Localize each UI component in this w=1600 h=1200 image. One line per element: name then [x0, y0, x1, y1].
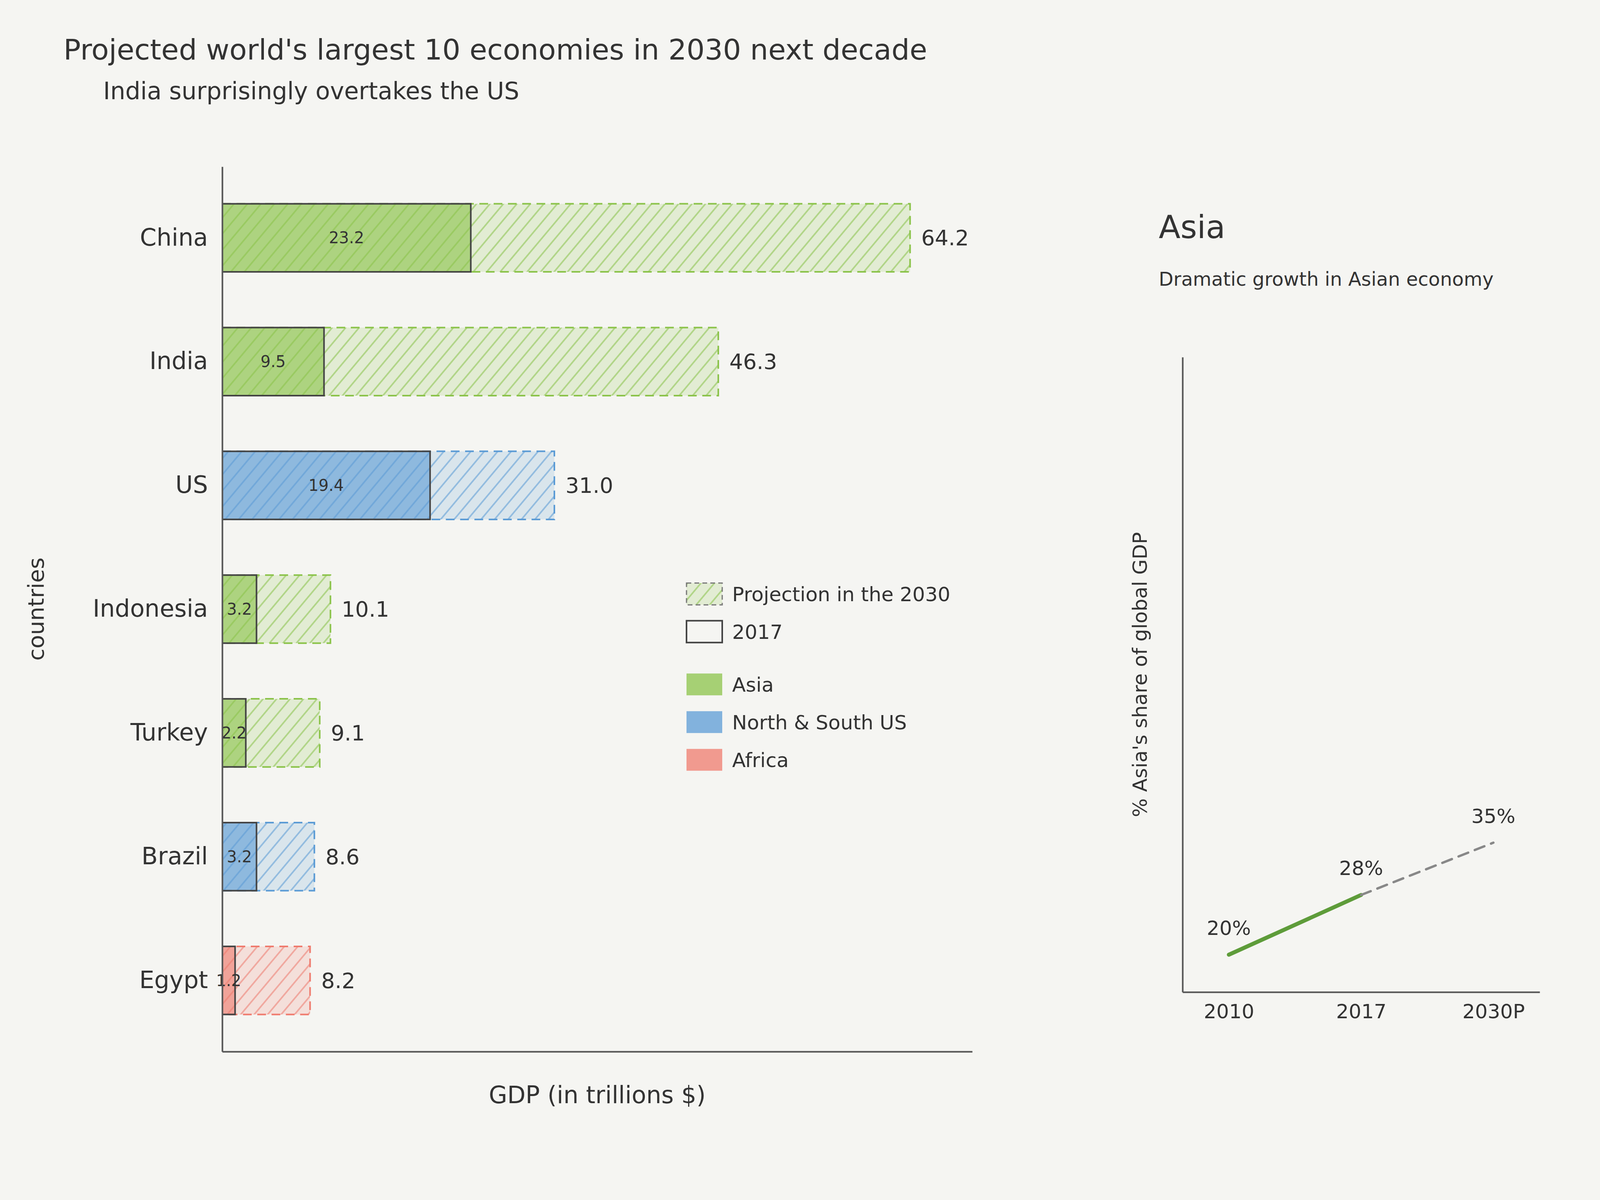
data-label: 28%	[1338, 856, 1383, 880]
y-tick-label: Egypt	[139, 965, 208, 994]
y-tick: Brazil	[141, 842, 223, 870]
bars	[222, 203, 910, 1015]
x-axis-line	[1182, 991, 1541, 994]
legend-swatch	[686, 748, 723, 771]
y-axis-title: countries	[23, 557, 49, 661]
y-tick: India	[149, 346, 223, 375]
x-axis-title: GDP (in trillions $)	[488, 1080, 706, 1109]
data-label: 9.1	[330, 720, 366, 746]
data-label: 8.6	[325, 844, 360, 870]
x-axis: 2010 2017 2030P	[1182, 992, 1541, 1024]
legend-label: 2017	[732, 620, 783, 644]
projection-bar	[222, 575, 331, 644]
x-tick-label: 2017	[1336, 1000, 1387, 1024]
legend-swatch	[686, 582, 723, 605]
y-tick: US	[175, 470, 223, 499]
bar	[222, 451, 431, 520]
data-label: 8.2	[321, 968, 356, 994]
chart-root: Projected world's largest 10 economies i…	[0, 0, 1600, 1200]
background	[0, 0, 1600, 1200]
data-label: 3.2	[226, 600, 252, 619]
y-tick: Indonesia	[92, 594, 223, 623]
bar	[222, 822, 257, 891]
data-label: 31.0	[565, 473, 614, 499]
projection-bar	[222, 203, 910, 273]
data-label: 3.2	[226, 847, 252, 866]
projection-bar	[222, 822, 315, 891]
legend-label: North & South US	[732, 711, 907, 735]
data-label: 35%	[1471, 804, 1516, 828]
legend-swatch	[686, 673, 723, 696]
y-axis-title: % Asia's share of global GDP	[1128, 532, 1152, 818]
x-axis-line	[222, 1051, 973, 1053]
data-label: 64.2	[921, 225, 969, 251]
legend-label: Projection in the 2030	[732, 582, 951, 606]
x-tick-label: 2010	[1203, 1000, 1255, 1024]
bar	[222, 327, 325, 396]
x-tick: 2010	[1203, 992, 1255, 1024]
x-axis	[222, 1051, 973, 1052]
y-tick-label: US	[175, 470, 208, 499]
x-tick: 2017	[1336, 992, 1387, 1024]
y-tick: Egypt	[139, 965, 223, 994]
lines	[1228, 842, 1494, 955]
data-label: 9.5	[260, 352, 286, 371]
x-tick: 2030P	[1462, 992, 1525, 1024]
data-label: 2.2	[221, 723, 247, 743]
y-axis-line	[221, 167, 224, 1052]
projection-bar	[222, 451, 555, 520]
data-label: 10.1	[341, 596, 390, 622]
subtitle: India surprisingly overtakes the US	[103, 76, 520, 105]
chart-svg: Projected world's largest 10 economies i…	[0, 0, 1600, 1200]
y-axis-line	[1182, 357, 1184, 993]
data-label: 1.2	[215, 971, 242, 990]
y-tick-label: India	[149, 346, 208, 375]
bar	[222, 575, 257, 644]
y-tick-label: Turkey	[130, 718, 208, 747]
legend-swatch	[686, 711, 723, 733]
legend-swatch	[686, 620, 723, 643]
data-label: 46.3	[729, 349, 777, 375]
title: Asia	[1158, 208, 1226, 246]
data-label: 20%	[1206, 916, 1251, 940]
y-tick: Turkey	[130, 718, 223, 747]
legend-label: Asia	[732, 673, 774, 697]
title: Projected world's largest 10 economies i…	[63, 32, 927, 67]
subtitle: Dramatic growth in Asian economy	[1158, 267, 1494, 291]
y-axis: China India US Indonesia Turkey Brazil Egypt	[92, 167, 223, 1052]
bar	[222, 203, 471, 273]
legend: Projection in the 2030 2017 Asia North & So…	[686, 582, 951, 772]
legend-label: Africa	[732, 748, 789, 772]
y-tick-label: China	[140, 223, 208, 252]
y-tick: China	[140, 223, 223, 252]
data-label: 23.2	[328, 228, 365, 247]
projection-bar	[222, 327, 719, 396]
y-tick-label: Brazil	[141, 842, 208, 870]
y-tick-label: Indonesia	[92, 594, 208, 623]
data-label: 19.4	[308, 476, 344, 495]
x-tick-label: 2030P	[1462, 1000, 1525, 1024]
y-axis	[1182, 357, 1183, 993]
